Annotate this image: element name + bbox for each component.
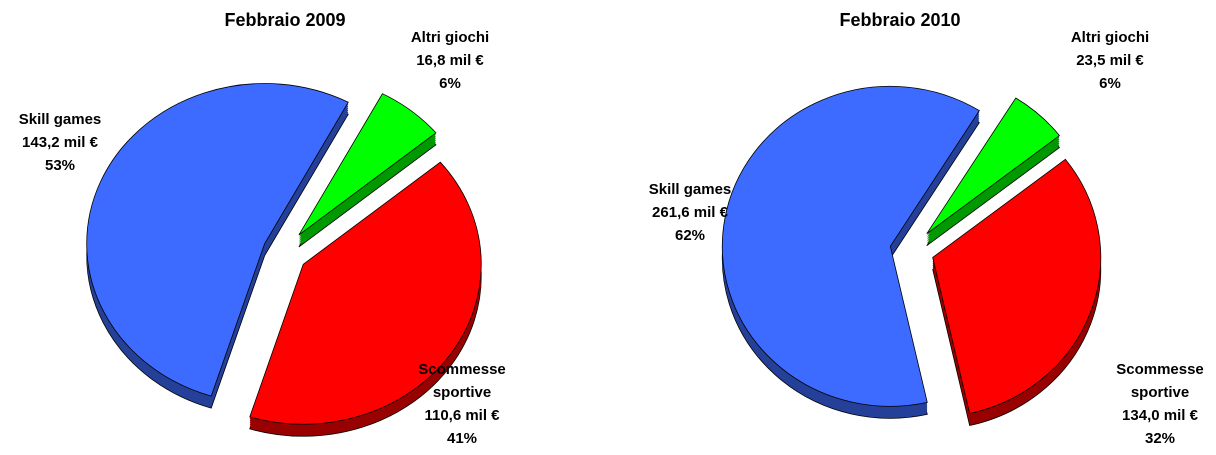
slice-label: Scommesse sportive 134,0 mil € 32% xyxy=(1105,358,1215,450)
slice-label: Altri giochi 16,8 mil € 6% xyxy=(390,26,510,95)
slice-value: 143,2 mil € xyxy=(22,134,98,151)
slice-name: Scommesse sportive xyxy=(1116,361,1204,401)
pie-slice xyxy=(926,97,1061,234)
slice-value: 16,8 mil € xyxy=(416,52,484,69)
chart-title: Febbraio 2010 xyxy=(839,10,961,30)
slice-name: Scommesse sportive xyxy=(418,361,506,401)
slice-value: 134,0 mil € xyxy=(1122,407,1198,424)
slice-name: Skill games xyxy=(648,181,732,198)
slice-label: Skill games 143,2 mil € 53% xyxy=(0,108,120,177)
slice-value: 261,6 mil € xyxy=(652,204,728,221)
slice-label: Skill games 261,6 mil € 62% xyxy=(630,178,750,247)
slice-percent: 32% xyxy=(1144,430,1176,447)
slice-percent: 6% xyxy=(439,75,461,92)
pie-slice xyxy=(86,83,349,397)
slice-name: Altri giochi xyxy=(1070,29,1150,46)
slice-label: Scommesse sportive 110,6 mil € 41% xyxy=(407,358,517,450)
slice-value: 110,6 mil € xyxy=(424,407,500,424)
pie-slice xyxy=(721,85,980,407)
slice-percent: 62% xyxy=(674,227,706,244)
slice-name: Altri giochi xyxy=(410,29,490,46)
slice-value: 23,5 mil € xyxy=(1076,52,1144,69)
chart-title: Febbraio 2009 xyxy=(224,10,346,30)
pie-slice xyxy=(932,158,1102,414)
slice-label: Altri giochi 23,5 mil € 6% xyxy=(1050,26,1170,95)
pie-slice xyxy=(249,161,482,425)
slice-percent: 53% xyxy=(44,157,76,174)
pie-slice xyxy=(298,93,437,236)
slice-percent: 6% xyxy=(1099,75,1121,92)
slice-percent: 41% xyxy=(446,430,478,447)
slice-name: Skill games xyxy=(18,111,102,128)
